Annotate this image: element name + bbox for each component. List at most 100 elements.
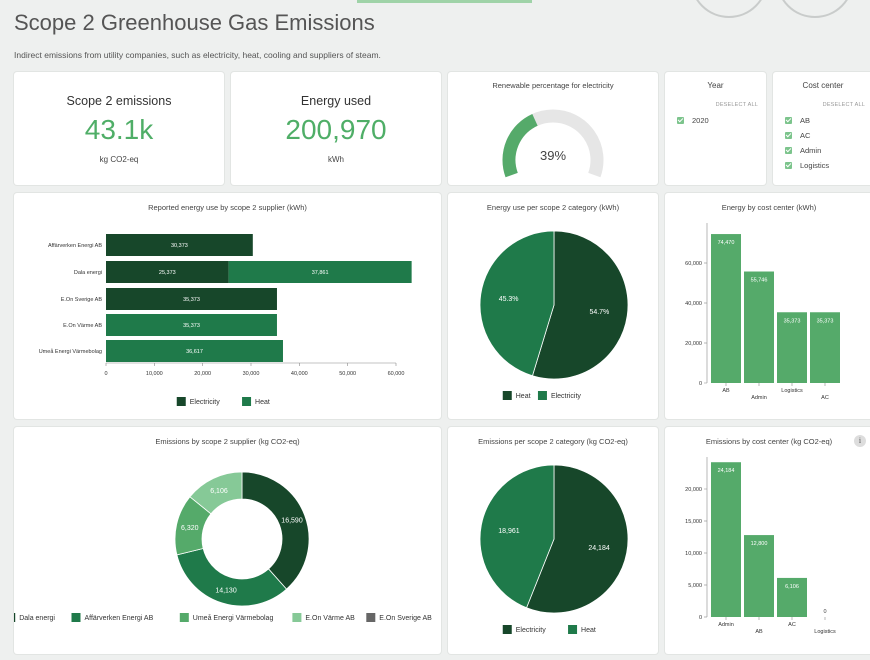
data-label: 35,373 [817,318,834,324]
avatar[interactable] [690,0,768,18]
bar [777,312,807,383]
kpi-unit: kWh [328,155,344,164]
data-label: 6,106 [785,584,799,590]
gauge-value: 39% [540,148,566,163]
legend-label: Heat [581,627,596,634]
category-label: E.On Värme AB [63,323,102,329]
x-tick-label: Admin [718,622,734,628]
deselect-all-button[interactable]: DESELECT ALL [715,102,758,108]
emissions-by-supplier-card: Emissions by scope 2 supplier (kg CO2-eq… [14,427,441,654]
pie-slice [241,471,310,590]
pie-slice [526,464,629,614]
gauge-chart: 39% [502,109,604,178]
emissions-by-category-card: Emissions per scope 2 category (kg CO2-e… [448,427,658,654]
filter-item-2020[interactable]: 2020 [677,116,709,125]
info-icon[interactable]: i [854,435,866,447]
data-label: 37,861 [312,270,329,276]
chart-title: Emissions by cost center (kg CO2-eq) [705,437,833,446]
x-tick-label: 0 [104,371,107,377]
chart-title: Energy use per scope 2 category (kWh) [486,203,620,212]
pie-slice [176,547,288,607]
filter-item-logistics[interactable]: Logistics [785,161,829,170]
energy-by-cost-center-chart: 0 20,000 40,000 60,000 74,470 AB 55,746 Admin 35… [685,223,840,401]
x-tick-label: 40,000 [291,371,308,377]
slice-label: 24,184 [588,545,610,552]
data-label: 12,800 [751,541,768,547]
checkbox[interactable] [785,162,792,169]
x-tick-label: 30,000 [243,371,260,377]
slice-label: 18,961 [498,528,520,535]
filter-item-admin[interactable]: Admin [785,146,821,155]
data-label: 35,373 [784,318,801,324]
bar [106,340,283,362]
legend-swatch [292,613,302,622]
x-tick-label: AC [788,622,796,628]
category-label: Umeå Energi Värmebolag [39,348,102,355]
checkbox[interactable] [677,117,684,124]
x-tick-label: Logistics [814,629,836,635]
filter-item-ac[interactable]: AC [785,131,810,140]
kpi-card-emissions: Scope 2 emissions 43.1k kg CO2-eq [14,72,224,185]
slice-label: 45.3% [499,296,519,303]
legend-swatch [176,397,186,406]
chart-title: Emissions by scope 2 supplier (kg CO2-eq… [155,437,300,446]
legend-label: E.On Sverige AB [379,615,432,622]
data-label: 35,373 [183,297,200,303]
bar [106,288,277,310]
filter-item-ab[interactable]: AB [785,116,810,125]
bar [810,312,840,383]
bar [106,314,277,336]
filter-title: Cost center [802,81,844,90]
bar [228,261,412,283]
slice-label: 14,130 [215,588,237,595]
category-label: Dala energi [74,270,102,276]
energy-by-supplier-card: Reported energy use by scope 2 supplier … [14,193,441,419]
bar [777,577,807,617]
active-tab-indicator [357,0,532,3]
deselect-all-button[interactable]: DESELECT ALL [822,102,865,108]
bar [711,234,741,383]
legend-swatch [14,613,16,622]
category-label: Affärverken Energi AB [48,243,102,249]
y-tick-label: 60,000 [685,261,702,267]
checkbox[interactable] [785,147,792,154]
kpi-unit: kg CO2-eq [99,155,139,164]
chart-title: Renewable percentage for electricity [492,81,614,90]
bar [106,234,253,256]
checkbox[interactable] [785,132,792,139]
data-label: 36,617 [186,349,203,355]
chart-title: Energy by cost center (kWh) [721,203,817,212]
gauge-card: Renewable percentage for electricity 39% [448,72,658,185]
energy-by-supplier-chart: Affärverken Energi AB 30,373 Dala energi 25… [39,234,412,406]
emissions-by-category-chart: 24,184 18,961 Electricity Heat [479,464,629,634]
legend-label: Heat [516,393,531,400]
checkbox[interactable] [785,117,792,124]
x-tick-label: Logistics [781,388,803,394]
pie-slice [531,230,629,380]
legend-swatch [71,613,81,622]
y-tick-label: 5,000 [688,583,702,589]
legend-label: Electricity [190,399,220,406]
data-label: 25,373 [159,270,176,276]
bar [711,462,741,617]
legend-swatch [179,613,189,622]
legend-swatch [502,625,512,634]
legend-label: Dala energi [19,615,55,622]
data-label: 24,184 [718,468,735,474]
emissions-by-cost-center-card: Emissions by cost center (kg CO2-eq) i 0… [665,427,870,654]
legend-label: Electricity [516,627,546,634]
bar [744,535,774,617]
category-label: E.On Sverige AB [61,297,103,303]
data-label: 0 [823,609,826,615]
page-subtitle: Indirect emissions from utility companie… [14,50,381,60]
data-label: 30,373 [171,243,188,249]
avatar[interactable] [776,0,854,18]
y-tick-label: 20,000 [685,341,702,347]
x-tick-label: AC [821,395,829,401]
legend-swatch [537,391,547,400]
filter-title: Year [707,81,724,90]
y-tick-label: 15,000 [685,519,702,525]
emissions-by-cost-center-chart: 0 5,000 10,000 15,000 20,000 24,184 Admin 12,80… [685,457,836,635]
y-tick-label: 0 [699,615,702,621]
slice-label: 6,106 [210,488,228,495]
